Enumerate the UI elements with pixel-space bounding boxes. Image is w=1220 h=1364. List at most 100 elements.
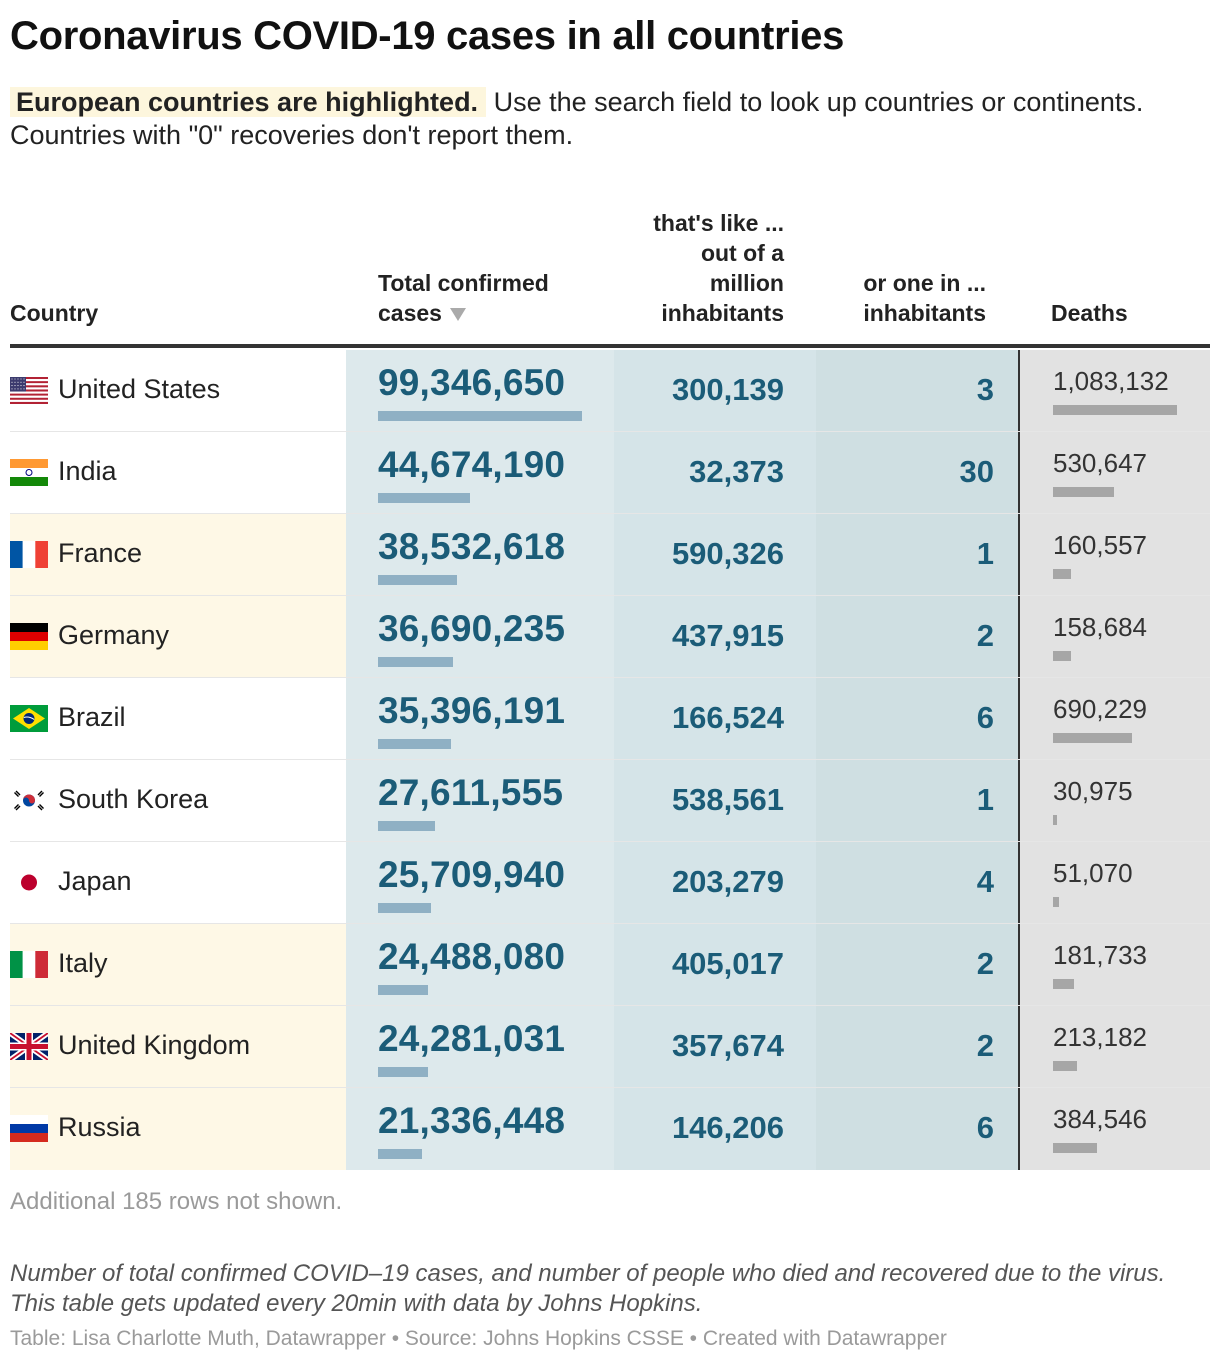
cell-total-cases: 44,674,190	[346, 432, 614, 513]
cell-total-cases: 21,336,448	[346, 1088, 614, 1170]
one-in-value: 2	[976, 1028, 994, 1063]
deaths-bar	[1053, 815, 1057, 825]
header-one-in-line2: inhabitants	[863, 300, 986, 326]
cell-per-million: 437,915	[614, 596, 816, 677]
cell-deaths: 690,229	[1020, 678, 1210, 759]
header-one-in[interactable]: or one in ... inhabitants	[816, 268, 986, 328]
cell-country: France	[10, 514, 346, 595]
deaths-value: 1,083,132	[1053, 366, 1169, 396]
deaths-bar	[1053, 487, 1114, 497]
country-name: Japan	[58, 866, 132, 896]
footnote-text: Number of total confirmed COVID–19 cases…	[10, 1260, 1166, 1317]
cases-value: 38,532,618	[378, 526, 566, 567]
header-deaths[interactable]: Deaths	[1051, 300, 1128, 326]
cell-per-million: 405,017	[614, 924, 816, 1005]
highlight-note: European countries are highlighted.	[10, 87, 487, 117]
cell-deaths: 213,182	[1020, 1006, 1210, 1087]
cell-total-cases: 36,690,235	[346, 596, 614, 677]
header-total-cases-line2: cases	[378, 300, 442, 326]
deaths-bar	[1053, 1061, 1077, 1071]
cell-total-cases: 35,396,191	[346, 678, 614, 759]
uk-flag-icon	[8, 1030, 50, 1063]
country-name: United Kingdom	[58, 1030, 251, 1060]
cases-bar	[378, 493, 470, 503]
cases-value: 35,396,191	[378, 690, 566, 731]
cell-per-million: 357,674	[614, 1006, 816, 1087]
per-million-value: 357,674	[671, 1028, 784, 1063]
cases-value: 21,336,448	[378, 1100, 566, 1141]
cell-country: United States	[10, 350, 346, 431]
cell-total-cases: 24,281,031	[346, 1006, 614, 1087]
per-million-value: 538,561	[671, 782, 784, 817]
one-in-value: 3	[976, 372, 994, 407]
cell-total-cases: 38,532,618	[346, 514, 614, 595]
cell-per-million: 300,139	[614, 350, 816, 431]
one-in-value: 2	[976, 946, 994, 981]
south-korea-flag-icon	[10, 787, 48, 814]
header-per-million-line4: inhabitants	[661, 300, 784, 326]
cases-bar	[378, 739, 451, 749]
cell-deaths: 51,070	[1020, 842, 1210, 923]
cases-bar	[378, 821, 435, 831]
cases-bar	[378, 657, 453, 667]
germany-flag-icon	[10, 623, 48, 650]
cases-value: 27,611,555	[378, 772, 564, 813]
header-total-cases-line1: Total confirmed	[378, 270, 549, 296]
cell-country: United Kingdom	[8, 1006, 346, 1087]
deaths-value: 213,182	[1053, 1022, 1147, 1052]
per-million-value: 590,326	[671, 536, 784, 571]
france-flag-icon	[10, 541, 48, 568]
us-flag-icon	[10, 377, 48, 405]
cell-one-in: 3	[816, 350, 1020, 431]
per-million-value: 32,373	[689, 454, 784, 489]
per-million-value: 166,524	[671, 700, 784, 735]
deaths-value: 530,647	[1053, 448, 1147, 478]
cell-one-in: 2	[816, 596, 1020, 677]
cell-country: Germany	[10, 596, 346, 677]
deaths-value: 160,557	[1053, 530, 1147, 560]
cell-one-in: 4	[816, 842, 1020, 923]
header-total-cases[interactable]: Total confirmed cases	[378, 268, 549, 328]
cell-country: India	[10, 432, 346, 513]
cell-one-in: 30	[816, 432, 1020, 513]
cases-value: 24,488,080	[378, 936, 566, 977]
cell-one-in: 6	[816, 1088, 1020, 1170]
more-rows-note[interactable]: Additional 185 rows not shown.	[10, 1188, 343, 1215]
cell-per-million: 166,524	[614, 678, 816, 759]
cell-one-in: 1	[816, 760, 1020, 841]
deaths-value: 158,684	[1053, 612, 1147, 642]
cell-country: Russia	[10, 1088, 346, 1170]
per-million-value: 437,915	[671, 618, 784, 653]
cases-value: 99,346,650	[378, 362, 566, 403]
cell-deaths: 30,975	[1020, 760, 1210, 841]
header-country[interactable]: Country	[10, 300, 99, 326]
cases-bar	[378, 1067, 428, 1077]
deaths-bar	[1053, 733, 1132, 743]
header-per-million-line3: million	[709, 270, 784, 296]
cell-deaths: 160,557	[1020, 514, 1210, 595]
cases-bar	[378, 411, 582, 421]
cell-per-million: 146,206	[614, 1088, 816, 1170]
deaths-bar	[1053, 897, 1059, 907]
cell-country: Brazil	[10, 678, 346, 759]
chart-title: Coronavirus COVID-19 cases in all countr…	[10, 14, 845, 58]
country-name: France	[58, 538, 143, 568]
table-row: India 44,674,190 32,373 30 530,647	[10, 432, 1210, 514]
deaths-bar	[1053, 1143, 1097, 1153]
table-row: Brazil 35,396,191 166,524 6 690,229	[10, 678, 1210, 760]
country-name: Germany	[58, 620, 170, 650]
deaths-value: 51,070	[1053, 858, 1133, 888]
deaths-bar	[1053, 405, 1177, 415]
cell-per-million: 203,279	[614, 842, 816, 923]
one-in-value: 1	[976, 782, 994, 817]
table-row: France 38,532,618 590,326 1 160,557	[10, 514, 1210, 596]
intro-description: Use the search field to look up countrie…	[10, 87, 1144, 150]
table-row: South Korea 27,611,555 538,561 1 30,975	[10, 760, 1210, 842]
header-per-million[interactable]: that's like ... out of a million inhabit…	[614, 208, 784, 328]
per-million-value: 300,139	[671, 372, 784, 407]
italy-flag-icon	[10, 951, 48, 978]
table-header: Country Total confirmed cases that's lik…	[10, 200, 1210, 348]
country-name: Russia	[58, 1112, 141, 1142]
table-row: Russia 21,336,448 146,206 6 384,546	[10, 1088, 1210, 1170]
cell-country: Japan	[10, 842, 346, 923]
